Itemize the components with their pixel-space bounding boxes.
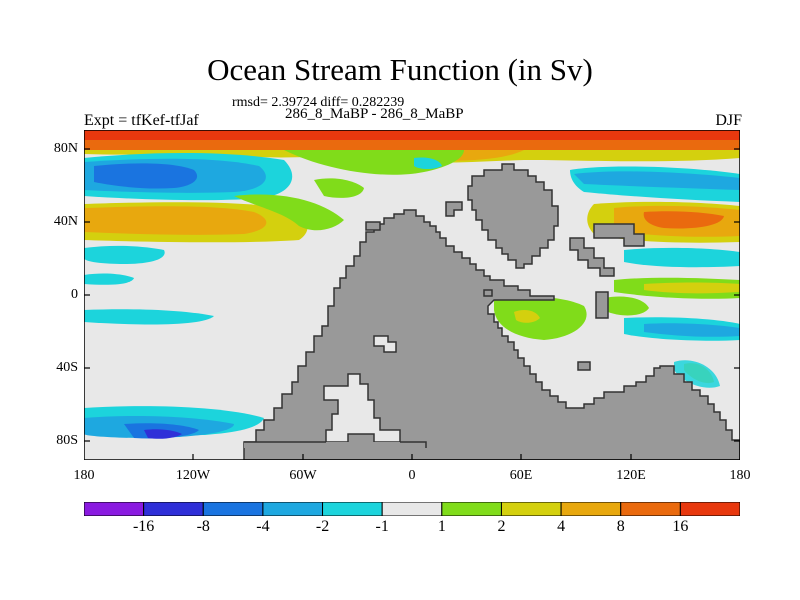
cimmeria-block-2 (569, 237, 615, 277)
lat-tick-0: 0 (71, 287, 78, 302)
lon-tick-120e: 120E (616, 468, 646, 483)
arctic-band-orange (84, 140, 740, 150)
colorbar-swatch (322, 502, 383, 516)
lon-tick-60w: 60W (289, 468, 317, 483)
lat-tick-80n: 80N (53, 141, 78, 156)
io-yellow-1 (514, 310, 540, 323)
io-green-1 (494, 296, 587, 340)
colorbar-label: -2 (315, 518, 330, 535)
nwp-darkorange (643, 211, 724, 229)
np-green-east (234, 194, 344, 231)
colorbar-label: 1 (437, 518, 446, 535)
cimmeria-block-1 (593, 223, 645, 247)
colorbar-label: -1 (375, 518, 389, 535)
arctic-green-west (284, 150, 464, 175)
island-1 (445, 201, 463, 217)
lat-tick-40s: 40S (56, 360, 78, 375)
colorbar-label: 2 (497, 518, 506, 535)
nwp-lightblue (574, 171, 740, 190)
tp-cyan-3 (84, 309, 214, 325)
colorbar-swatch (262, 502, 324, 516)
colorbar-swatch (560, 502, 622, 516)
lon-tick-0: 0 (408, 468, 416, 483)
experiment-label: Expt = tfKef-tfJaf (84, 112, 199, 129)
west-europe-land (365, 221, 381, 231)
map-title: Ocean Stream Function (in Sv) (207, 52, 593, 87)
colorbar (84, 502, 740, 516)
small-island-2 (577, 361, 591, 371)
colorbar-label: 8 (616, 518, 625, 535)
lat-tick-40n: 40N (53, 214, 78, 229)
np-subpolar-blue (94, 163, 198, 189)
lon-tick-180w: 180 (73, 468, 95, 483)
colorbar-label: 4 (557, 518, 566, 535)
colorbar-swatch (202, 502, 264, 516)
wp-yellow (644, 282, 740, 294)
colorbar-label: -16 (132, 518, 155, 535)
inland-sea-1 (373, 335, 397, 353)
period-label: 286_8_MaBP - 286_8_MaBP (285, 106, 464, 122)
swp-cyan (674, 360, 720, 388)
wp-cyan-1 (624, 247, 740, 268)
colorbar-label: 16 (672, 518, 689, 535)
tp-cyan-1 (84, 245, 165, 264)
so-darkblue (144, 429, 182, 439)
colorbar-swatch (679, 502, 740, 516)
asia-block (467, 163, 559, 269)
tp-cyan-2 (84, 273, 134, 285)
southern-coast-line (244, 441, 427, 448)
tick-marks (84, 148, 740, 460)
colorbar-swatch (441, 502, 502, 516)
lon-tick-120w: 120W (175, 468, 211, 483)
wp-lightblue (644, 323, 740, 337)
colorbar-swatch (143, 502, 204, 516)
lon-tick-180e: 180 (729, 468, 751, 483)
stats-label: rmsd= 2.39724 diff= 0.282239 (232, 95, 405, 110)
season-label: DJF (715, 112, 742, 129)
colorbar-swatch (500, 502, 562, 516)
lon-tick-60e: 60E (509, 468, 533, 483)
colorbar-label: -4 (256, 518, 270, 535)
colorbar-swatch (620, 502, 681, 516)
colorbar-swatch (381, 502, 443, 516)
np-subtropical-orange (84, 206, 267, 235)
na-green (314, 178, 364, 198)
small-island-3 (483, 289, 493, 297)
stream-function-map (84, 130, 740, 460)
arctic-band-red (84, 130, 740, 140)
io-green-2 (604, 296, 649, 316)
colorbar-swatch (84, 502, 145, 516)
cimmeria-block-3 (595, 291, 609, 319)
na-cyan (414, 157, 442, 169)
colorbar-label: -8 (196, 518, 210, 535)
southern-ocean-strip (244, 442, 426, 448)
lat-tick-80s: 80S (56, 433, 78, 448)
